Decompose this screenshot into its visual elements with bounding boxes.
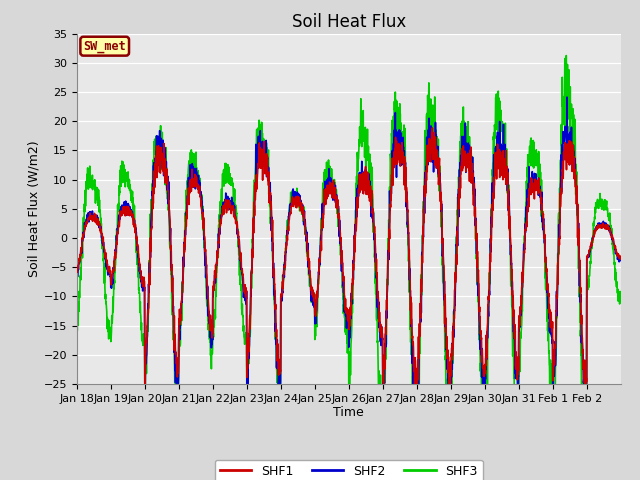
Y-axis label: Soil Heat Flux (W/m2): Soil Heat Flux (W/m2)	[28, 141, 41, 277]
Line: SHF3: SHF3	[77, 56, 621, 480]
SHF1	[73, 264, 81, 270]
SHF1	[582, 400, 590, 406]
SHF2	[412, 410, 420, 416]
SHF1	[429, 125, 436, 131]
SHF2	[563, 94, 571, 100]
SHF3	[244, 361, 252, 367]
SHF2	[543, 275, 551, 280]
SHF1	[513, 359, 520, 364]
SHF2	[244, 342, 252, 348]
Line: SHF2: SHF2	[77, 97, 621, 413]
SHF3	[609, 248, 617, 254]
SHF2	[617, 258, 625, 264]
Legend: SHF1, SHF2, SHF3: SHF1, SHF2, SHF3	[214, 460, 483, 480]
SHF1	[543, 285, 551, 291]
SHF3	[617, 291, 625, 297]
SHF1	[244, 335, 252, 341]
SHF1	[609, 236, 617, 241]
SHF2	[381, 348, 389, 354]
Line: SHF1: SHF1	[77, 128, 621, 403]
Text: SW_met: SW_met	[83, 40, 126, 53]
SHF3	[381, 379, 389, 384]
SHF3	[127, 198, 135, 204]
SHF3	[543, 318, 551, 324]
Title: Soil Heat Flux: Soil Heat Flux	[292, 12, 406, 31]
SHF3	[513, 408, 520, 414]
SHF2	[513, 373, 520, 379]
SHF3	[563, 53, 570, 59]
SHF1	[617, 255, 625, 261]
SHF2	[73, 268, 81, 274]
X-axis label: Time: Time	[333, 407, 364, 420]
SHF3	[73, 333, 81, 339]
SHF2	[127, 210, 135, 216]
SHF1	[127, 213, 135, 218]
SHF1	[381, 340, 389, 346]
SHF2	[609, 236, 617, 242]
